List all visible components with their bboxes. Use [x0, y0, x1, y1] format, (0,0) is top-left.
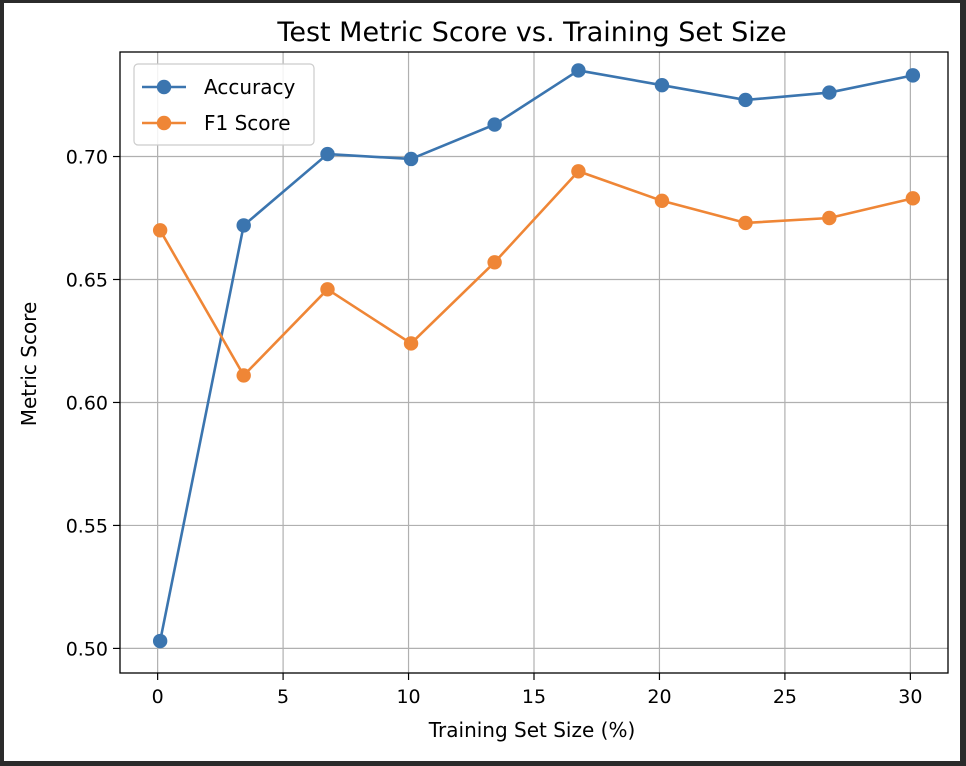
legend-swatch-marker	[156, 115, 172, 131]
data-point-f1-score	[822, 210, 837, 226]
y-tick-label: 0.70	[66, 147, 108, 169]
x-tick-label: 10	[396, 686, 420, 708]
line-chart: Test Metric Score vs. Training Set Size …	[17, 17, 949, 742]
y-axis-label: Metric Score	[17, 302, 41, 427]
x-tick-label: 20	[647, 686, 671, 708]
data-point-accuracy	[571, 63, 586, 78]
data-point-accuracy	[236, 218, 251, 233]
x-tick-label: 0	[152, 686, 164, 708]
data-point-f1-score	[905, 191, 921, 206]
data-point-f1-score	[152, 223, 168, 238]
chart-title: Test Metric Score vs. Training Set Size	[276, 17, 786, 48]
y-tick-label: 0.55	[66, 515, 108, 537]
y-tick-label: 0.60	[66, 392, 108, 414]
legend-label: F1 Score	[204, 111, 291, 135]
x-tick-label: 25	[773, 686, 797, 708]
series-f1-score	[152, 164, 921, 383]
series-line-f1-score	[159, 169, 914, 377]
x-tick-label: 5	[277, 686, 289, 708]
data-point-accuracy	[403, 151, 419, 167]
x-tick-label: 15	[522, 686, 546, 708]
x-axis-label: Training Set Size (%)	[428, 718, 636, 742]
data-point-accuracy	[738, 92, 753, 108]
series-accuracy	[152, 63, 921, 649]
axes-layer: 0 5 10 15 20 25 30 0.50 0.55 0.60 0.65 0.70	[66, 51, 949, 708]
data-point-accuracy	[654, 78, 670, 93]
y-tick-label: 0.65	[66, 269, 108, 291]
series-layer	[152, 63, 921, 649]
data-point-accuracy	[152, 633, 168, 649]
data-point-accuracy	[487, 117, 502, 132]
legend-item-accuracy: Accuracy	[142, 75, 295, 99]
data-point-f1-score	[403, 336, 419, 351]
data-point-f1-score	[320, 282, 335, 297]
data-point-f1-score	[654, 193, 670, 208]
data-point-accuracy	[320, 146, 335, 162]
series-line-accuracy	[158, 69, 914, 642]
data-point-f1-score	[571, 164, 586, 179]
chart-figure: Test Metric Score vs. Training Set Size …	[4, 3, 960, 761]
data-point-f1-score	[738, 215, 753, 231]
data-point-f1-score	[236, 368, 251, 383]
data-point-accuracy	[905, 68, 921, 83]
y-tick-label: 0.50	[66, 638, 108, 660]
x-tick-label: 30	[898, 686, 922, 708]
legend-box	[133, 63, 315, 146]
data-point-accuracy	[822, 85, 837, 100]
data-point-f1-score	[487, 255, 502, 270]
legend-swatch-marker	[156, 79, 172, 95]
legend: Accuracy F1 Score	[133, 63, 315, 146]
legend-label: Accuracy	[204, 75, 295, 99]
legend-item-f1-score: F1 Score	[142, 111, 291, 135]
